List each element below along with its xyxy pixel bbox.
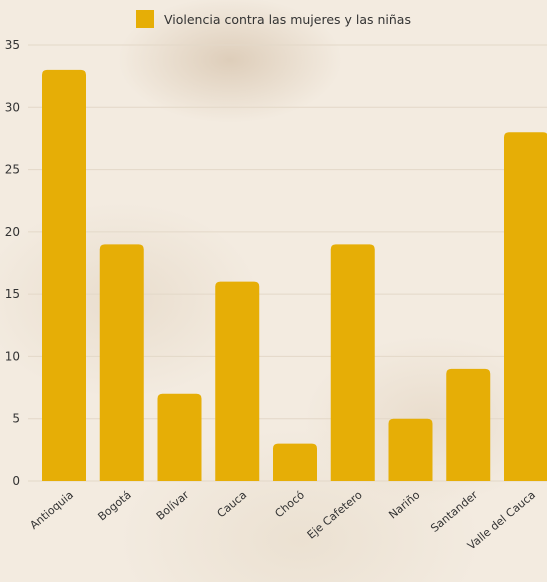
x-tick-label: Bolívar [154, 488, 192, 523]
y-tick-label: 5 [12, 412, 20, 426]
y-tick-label: 25 [5, 163, 20, 177]
bars [42, 69, 547, 482]
y-tick-label: 30 [5, 100, 20, 114]
y-tick-label: 35 [5, 38, 20, 52]
y-axis: 0 5 10 15 20 25 30 35 [5, 38, 20, 488]
bar [446, 368, 491, 481]
y-tick-label: 0 [12, 474, 20, 488]
x-tick-label: Bogotá [95, 488, 133, 523]
x-tick-label: Eje Cafetero [305, 488, 365, 541]
y-tick-label: 10 [5, 349, 20, 363]
bar [330, 244, 375, 481]
legend-label: Violencia contra las mujeres y las niñas [164, 12, 411, 27]
x-tick-label: Santander [428, 488, 480, 535]
bar [388, 418, 433, 481]
bar [273, 443, 317, 481]
x-tick-label: Cauca [215, 488, 250, 520]
y-tick-label: 15 [5, 287, 20, 301]
x-tick-label: Nariño [386, 488, 422, 521]
x-tick-label: Chocó [272, 488, 307, 520]
legend: Violencia contra las mujeres y las niñas [136, 10, 411, 28]
bar [99, 244, 144, 481]
bar [504, 132, 547, 481]
y-tick-label: 20 [5, 225, 20, 239]
x-tick-label: Antioquia [27, 488, 75, 532]
legend-swatch [136, 10, 154, 28]
bar [42, 69, 86, 482]
bar [215, 281, 260, 481]
bar [157, 393, 202, 481]
